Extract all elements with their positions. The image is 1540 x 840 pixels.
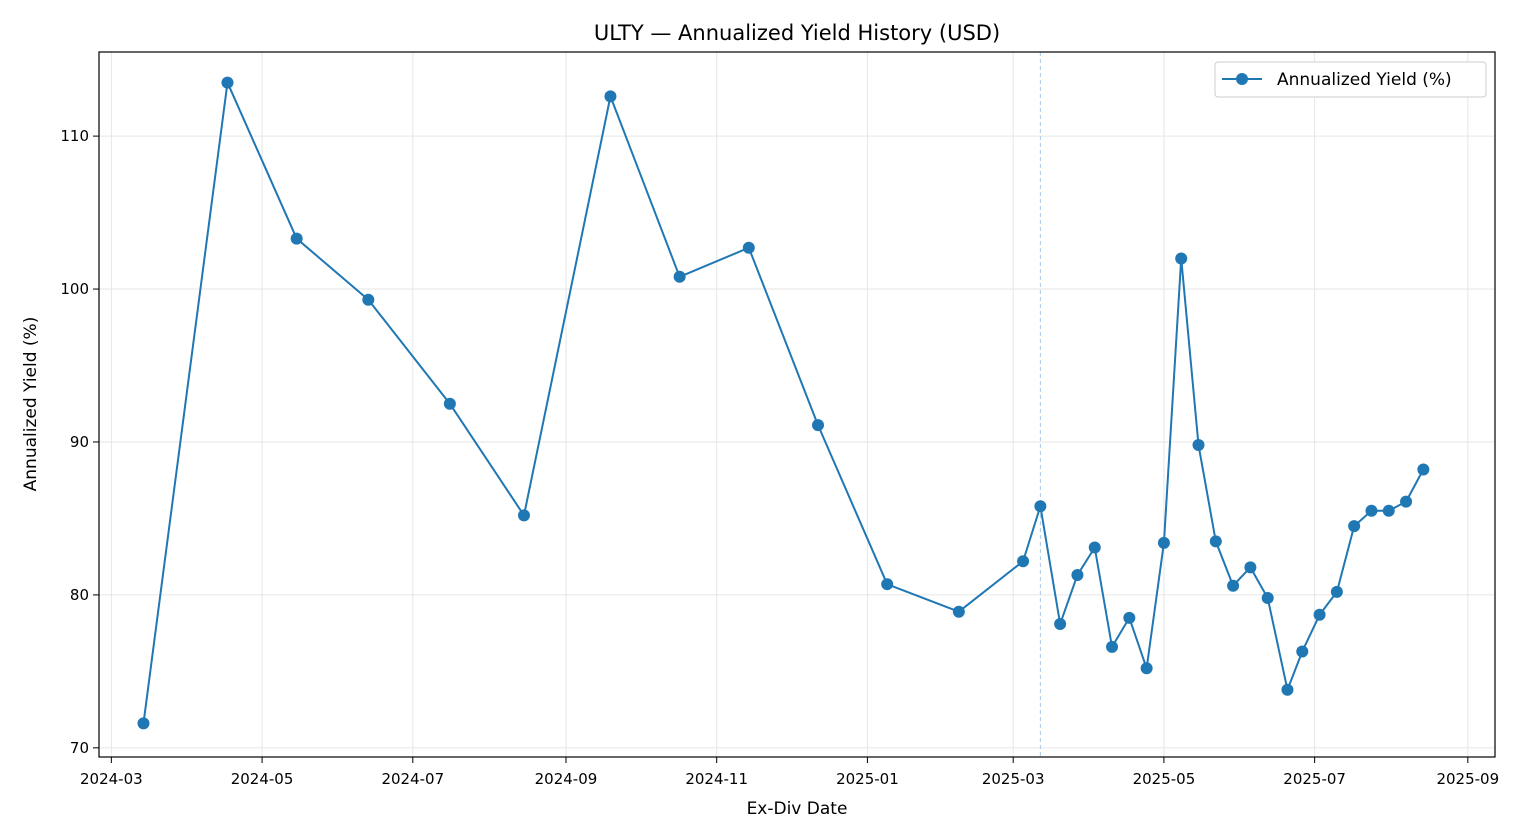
data-point <box>1261 591 1274 604</box>
data-point <box>1071 569 1084 582</box>
x-tick-label: 2024-05 <box>231 770 294 788</box>
x-tick-label: 2024-11 <box>685 770 748 788</box>
data-point <box>1209 535 1222 548</box>
data-point <box>517 509 530 522</box>
data-point <box>1106 640 1119 653</box>
data-point <box>812 419 825 432</box>
data-point <box>1088 541 1101 554</box>
data-point <box>1313 608 1326 621</box>
data-point <box>1017 555 1030 568</box>
data-point <box>137 717 150 730</box>
data-point <box>1330 585 1343 598</box>
legend-box <box>1214 61 1487 98</box>
data-point <box>1400 495 1413 508</box>
y-tick-label: 90 <box>70 433 89 451</box>
y-axis-ticks: 70 80 90 100 110 <box>60 127 99 757</box>
data-point <box>604 90 617 103</box>
data-point <box>881 578 894 591</box>
series-line <box>142 81 1425 724</box>
y-tick-label: 110 <box>60 127 89 145</box>
data-point <box>1054 617 1067 630</box>
data-point <box>443 397 456 410</box>
data-point <box>1157 536 1170 549</box>
series-group <box>137 76 1430 730</box>
data-point <box>673 270 686 283</box>
x-tick-label: 2025-05 <box>1133 770 1196 788</box>
data-point <box>1192 439 1205 452</box>
data-point <box>221 76 234 89</box>
y-tick-label: 70 <box>70 739 89 757</box>
y-tick-label: 80 <box>70 586 89 604</box>
x-tick-label: 2025-07 <box>1283 770 1346 788</box>
data-point <box>1382 504 1395 517</box>
legend-entry-label: Annualized Yield (%) <box>1277 70 1452 90</box>
data-point <box>1417 463 1430 476</box>
x-axis-label: Ex-Div Date <box>747 799 848 819</box>
legend: Annualized Yield (%) <box>1214 61 1487 98</box>
plot-frame <box>98 51 1496 758</box>
x-tick-label: 2025-03 <box>982 770 1045 788</box>
data-point <box>742 241 755 254</box>
data-point <box>290 232 303 245</box>
data-point <box>1296 645 1309 658</box>
legend-marker <box>1236 73 1248 85</box>
grid <box>99 52 1495 757</box>
data-point <box>1227 579 1240 592</box>
x-axis-ticks: 2024-03 2024-05 2024-07 2024-09 2024-11 2025-… <box>80 757 1499 788</box>
data-point <box>1175 252 1188 265</box>
data-point <box>952 605 965 618</box>
data-point <box>1244 561 1257 574</box>
data-point <box>1034 500 1047 513</box>
data-point <box>1140 662 1153 675</box>
chart-title: ULTY — Annualized Yield History (USD) <box>594 21 1000 45</box>
y-axis-label: Annualized Yield (%) <box>21 317 41 492</box>
data-point <box>1365 504 1378 517</box>
data-point <box>1348 520 1361 533</box>
x-tick-label: 2025-01 <box>836 770 899 788</box>
data-point <box>1123 611 1136 624</box>
x-tick-label: 2024-07 <box>381 770 444 788</box>
x-tick-label: 2025-09 <box>1436 770 1499 788</box>
y-tick-label: 100 <box>60 280 89 298</box>
data-point <box>362 293 375 306</box>
x-tick-label: 2024-03 <box>80 770 143 788</box>
x-tick-label: 2024-09 <box>535 770 598 788</box>
data-point <box>1281 683 1294 696</box>
